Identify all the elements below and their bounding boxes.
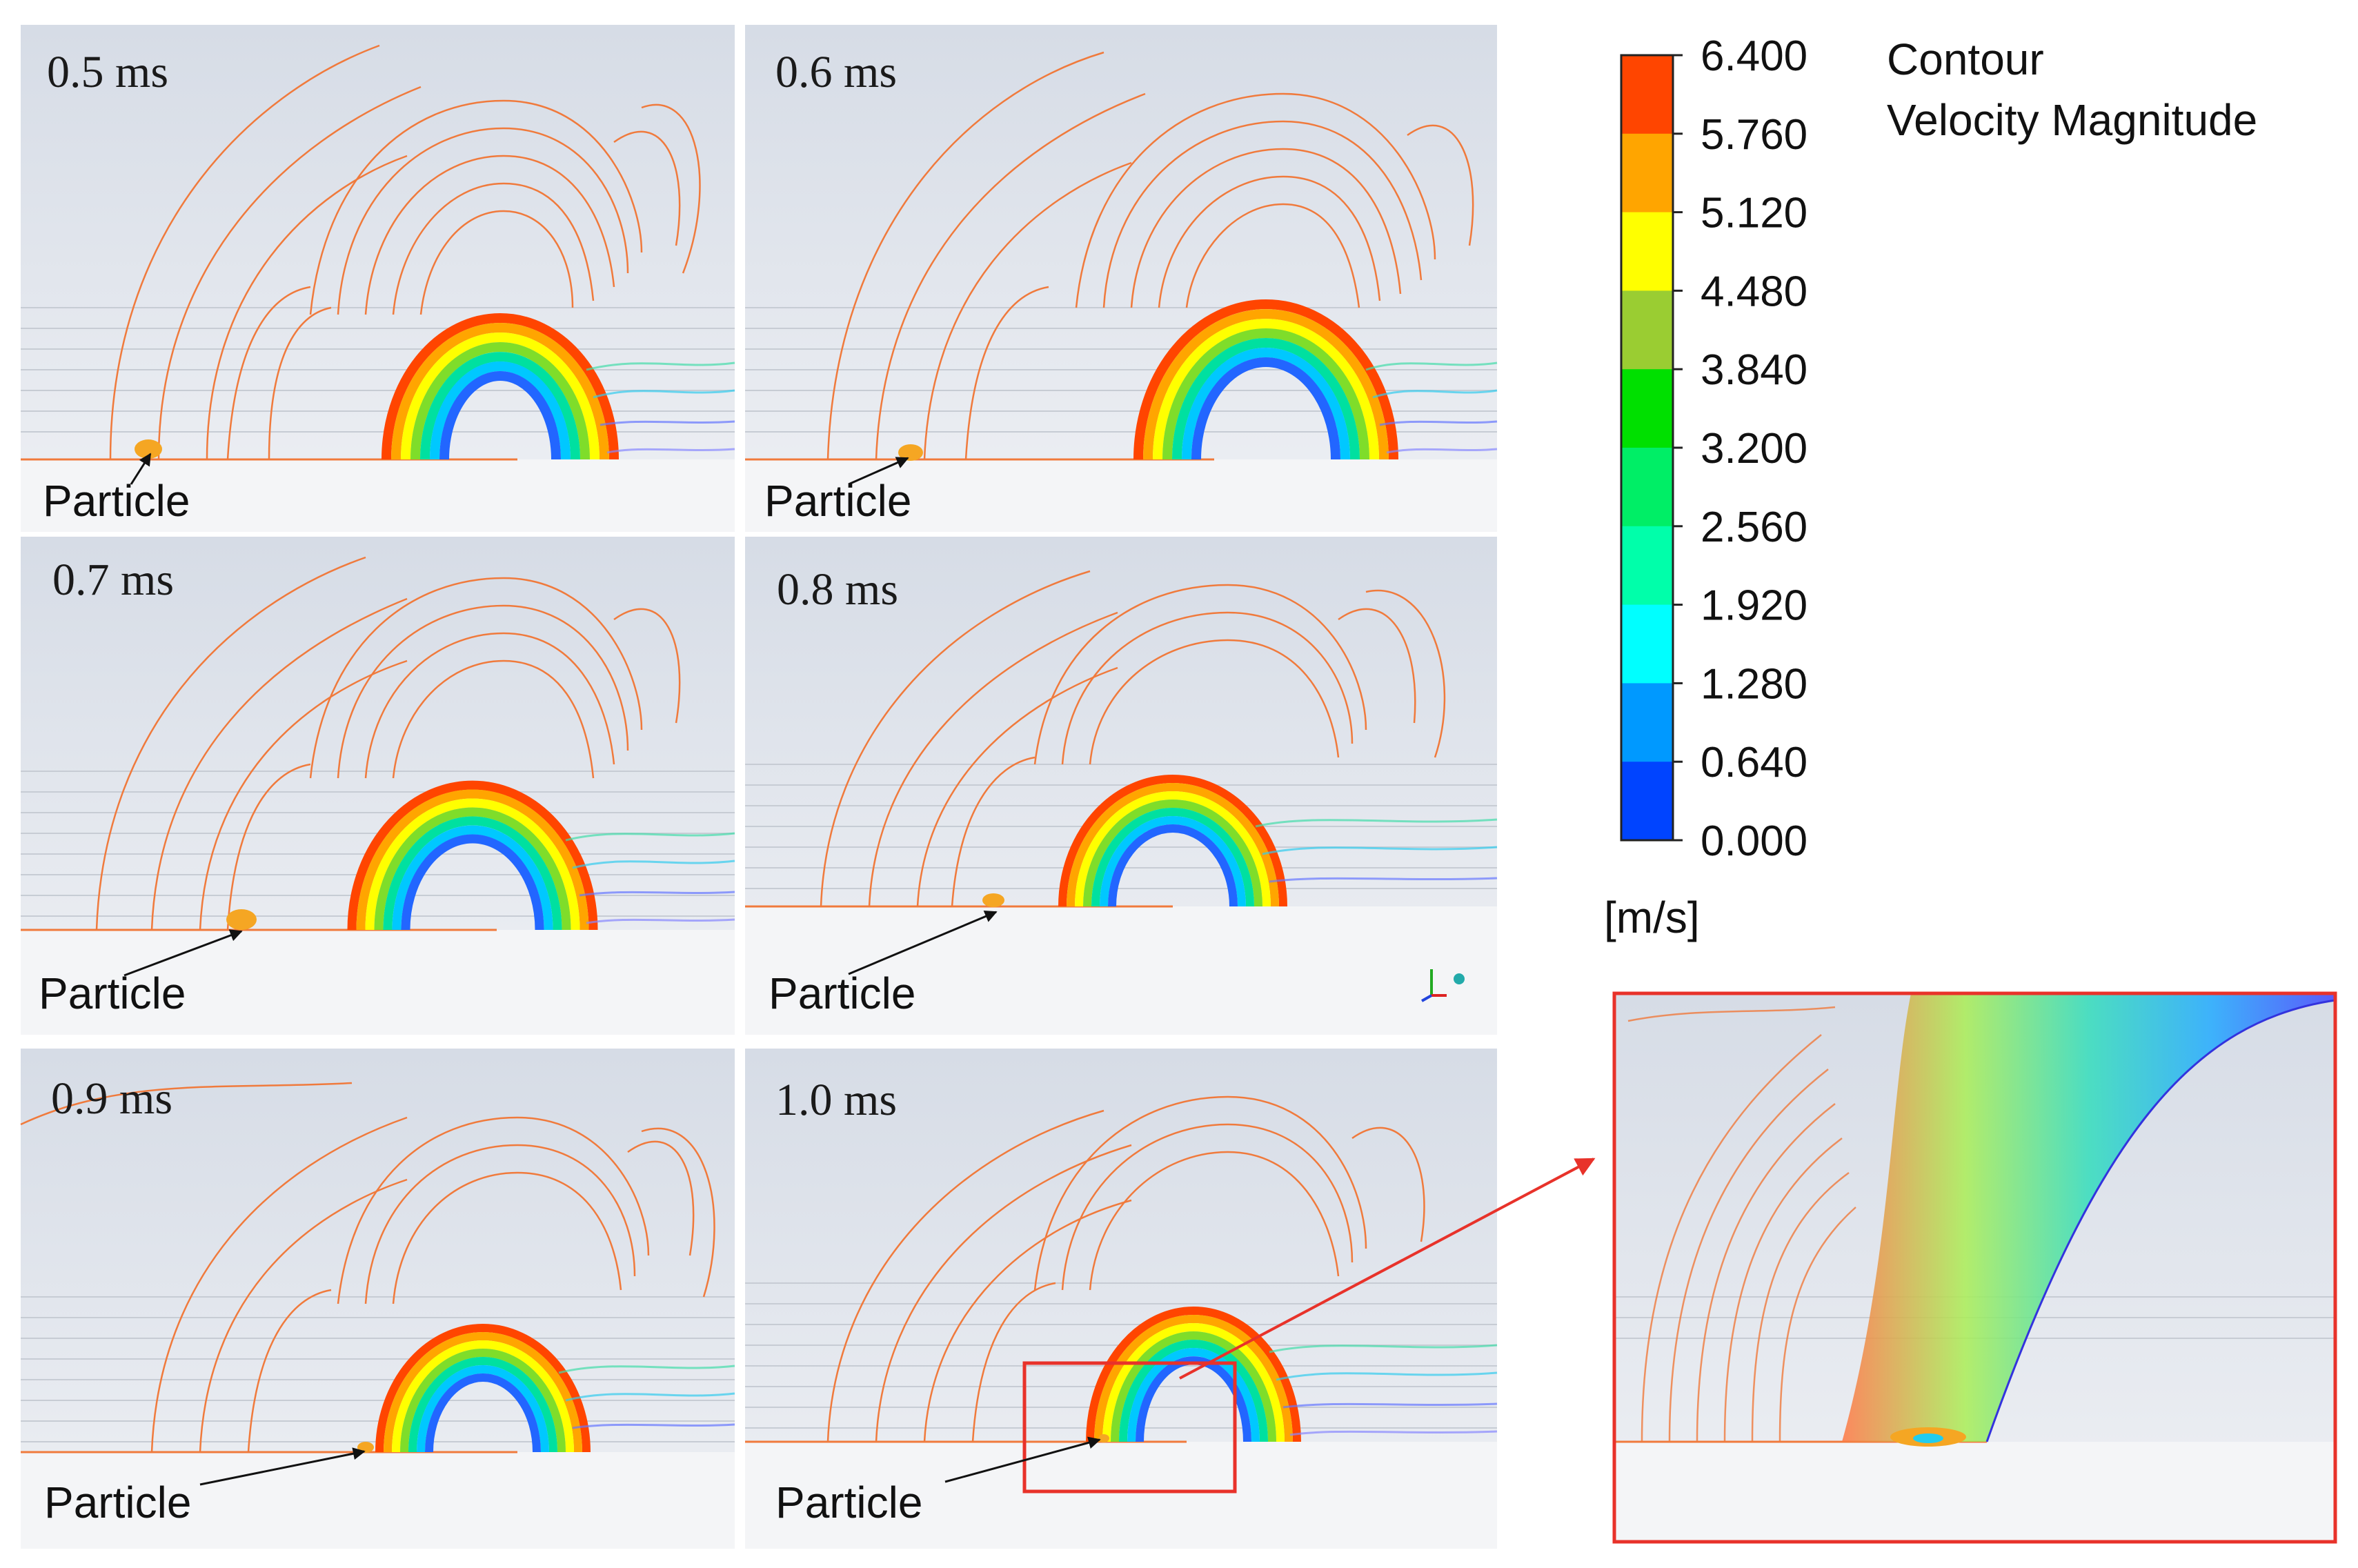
particle-arrow xyxy=(848,910,998,975)
panel-0.6ms: 0.6 ms Particle xyxy=(745,25,1498,532)
time-label: 0.9 ms xyxy=(51,1073,172,1124)
time-label: 0.7 ms xyxy=(52,555,174,605)
zoom-source-box xyxy=(1022,1361,1237,1493)
particle-marker xyxy=(1098,1434,1109,1442)
contour-lines xyxy=(820,570,1446,907)
colorbar-tick-label: 6.400 xyxy=(1701,32,1807,80)
contour-lines xyxy=(826,51,1474,460)
colorbar-band xyxy=(1621,526,1673,606)
colorbar-tick-label: 1.280 xyxy=(1701,660,1807,708)
colorbar-band xyxy=(1621,369,1673,448)
particle-label: Particle xyxy=(769,969,915,1018)
wake-region xyxy=(1269,1344,1498,1436)
panel-0.9ms: 0.9 ms Particle xyxy=(20,1049,735,1549)
particle-label: Particle xyxy=(775,1478,922,1527)
colorbar-band xyxy=(1621,604,1673,684)
axes-triad-icon xyxy=(1421,969,1465,1002)
inset-velocity-band xyxy=(1842,993,2335,1442)
colorbar-band xyxy=(1621,55,1673,135)
inset-border xyxy=(1612,991,2337,1544)
legend-title-line1: Contour xyxy=(1887,34,2044,84)
arc-band xyxy=(375,1324,591,1453)
zoom-connector-arrow xyxy=(1179,1158,1596,1380)
colorbar-tick-label: 5.760 xyxy=(1701,111,1807,159)
colorbar-tick-label: 2.560 xyxy=(1701,504,1807,551)
floor-plane xyxy=(21,1452,735,1549)
arc-band xyxy=(382,313,619,460)
particle-marker xyxy=(982,893,1004,907)
colorbar-band xyxy=(1621,290,1673,370)
particle-marker xyxy=(226,909,257,930)
inset-floor xyxy=(1614,1442,2335,1542)
particle-arrow xyxy=(848,457,909,486)
contour-lines xyxy=(826,1095,1425,1442)
arc-band xyxy=(347,780,598,931)
colorbar-band xyxy=(1621,212,1673,291)
colorbar-tick-label: 5.120 xyxy=(1701,190,1807,237)
colorbar-tick-label: 0.000 xyxy=(1701,817,1807,865)
colorbar-ticks: 6.400 5.760 5.120 4.480 3.840 3.200 2.560 1.920… xyxy=(1673,32,1807,865)
inset-band-edge xyxy=(1985,999,2336,1442)
particle-arrow xyxy=(944,1436,1101,1483)
particle-marker xyxy=(357,1442,374,1453)
floor-plane xyxy=(21,930,735,1035)
legend-unit: [m/s] xyxy=(1604,893,1700,942)
particle-arrow xyxy=(130,453,152,485)
time-label: 0.5 ms xyxy=(47,47,168,97)
wake-region xyxy=(1255,818,1498,883)
colorbar-bands xyxy=(1621,55,1673,841)
arc-band xyxy=(1058,775,1287,907)
particle-label: Particle xyxy=(43,476,190,526)
colorbar-legend: 6.400 5.760 5.120 4.480 3.840 3.200 2.560 1.920… xyxy=(1604,32,2257,942)
time-label: 0.8 ms xyxy=(777,564,898,615)
contour-lines xyxy=(95,556,681,931)
floor-plane xyxy=(745,906,1497,1035)
wake-region xyxy=(1365,361,1498,454)
time-label: 1.0 ms xyxy=(775,1075,897,1125)
panel-0.5ms: 0.5 ms Particle xyxy=(21,25,735,532)
particle-arrow xyxy=(199,1447,366,1486)
arc-band xyxy=(1133,299,1398,460)
panel-1.0ms: 1.0 ms Particle xyxy=(745,1049,1498,1549)
contour-lines xyxy=(109,44,701,460)
floor-plane xyxy=(745,459,1497,532)
colorbar-band xyxy=(1621,448,1673,527)
particle-label: Particle xyxy=(39,969,186,1018)
colorbar-tick-label: 0.640 xyxy=(1701,739,1807,786)
colorbar-tick-label: 3.840 xyxy=(1701,346,1807,394)
contour-lines xyxy=(20,1082,715,1453)
arc-band xyxy=(1086,1307,1301,1442)
particle-label: Particle xyxy=(764,476,911,526)
panel-0.7ms: 0.7 ms Particle xyxy=(21,537,735,1035)
inset-contour-lines xyxy=(1627,1006,1856,1442)
particle-label: Particle xyxy=(44,1478,191,1527)
colorbar-tick-label: 3.200 xyxy=(1701,425,1807,473)
panel-0.8ms: 0.8 ms Particle xyxy=(745,537,1498,1035)
legend-title-line2: Velocity Magnitude xyxy=(1887,95,2257,145)
wake-region xyxy=(586,361,735,454)
colorbar-band xyxy=(1621,133,1673,213)
panel-background xyxy=(21,25,735,532)
floor-plane xyxy=(745,1442,1497,1549)
wake-region xyxy=(558,1364,735,1429)
particle-marker xyxy=(898,444,923,461)
colorbar-tick-label: 4.480 xyxy=(1701,268,1807,315)
inset-particle-core xyxy=(1913,1433,1943,1443)
zoom-inset xyxy=(1612,991,2337,1544)
colorbar-band xyxy=(1621,683,1673,762)
wake-region xyxy=(565,832,735,924)
time-label: 0.6 ms xyxy=(775,47,897,97)
colorbar-band xyxy=(1621,762,1673,841)
colorbar-tick-label: 1.920 xyxy=(1701,582,1807,630)
particle-arrow xyxy=(123,929,243,977)
